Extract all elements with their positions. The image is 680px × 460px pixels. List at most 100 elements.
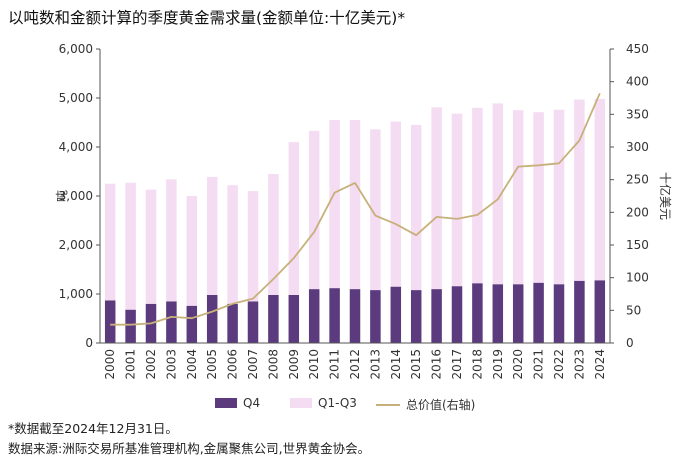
bar-q1q3-2022 (553, 109, 565, 285)
y-tick-label: 3,000 (59, 189, 93, 203)
x-tick-label: 2007 (246, 349, 260, 380)
x-tick-label: 2024 (593, 349, 607, 380)
y2-tick-label: 450 (626, 42, 649, 56)
bar-q1q3-2014 (390, 121, 402, 287)
source-note: 数据来源:洲际交易所基准管理机构,金属聚焦公司,世界黄金协会。 (8, 441, 371, 456)
x-tick-label: 2013 (368, 349, 382, 380)
x-tick-label: 2004 (185, 349, 199, 380)
bar-q1q3-2024 (594, 98, 606, 281)
bar-q1q3-2018 (472, 107, 483, 284)
bar-q1q3-2012 (349, 120, 361, 290)
x-tick-label: 2016 (430, 349, 444, 380)
bar-q1q3-2004 (186, 196, 198, 306)
legend-item-q4: Q4 (215, 396, 260, 410)
y-tick-label: 2,000 (59, 238, 93, 252)
bar-q4-2024 (594, 280, 606, 343)
bar-q1q3-2006 (227, 185, 238, 304)
y2-tick-label: 50 (626, 303, 641, 317)
gold-demand-chart: 0 1,000 2,000 3,000 4,000 5,000 6,000 0 50 100 150… (55, 42, 673, 380)
bar-q4-2015 (410, 290, 422, 343)
bar-q4-2008 (268, 294, 279, 343)
bar-q4-2004 (186, 305, 198, 343)
bar-q1q3-2015 (410, 124, 422, 291)
bar-q1q3-2001 (125, 182, 136, 310)
legend-swatch-q1q3 (290, 398, 312, 408)
axes-layer (96, 48, 614, 344)
y-tick-label: 6,000 (59, 42, 93, 56)
x-tick-label: 2008 (266, 349, 280, 380)
bar-q1q3-2017 (451, 113, 463, 287)
x-tick-label: 2019 (491, 349, 505, 380)
y-tick-label: 1,000 (59, 287, 93, 301)
x-tick-label: 2023 (572, 349, 586, 380)
legend-label-q1q3: Q1-Q3 (318, 396, 357, 410)
bar-q1q3-2000 (104, 183, 116, 301)
bar-q1q3-2019 (492, 103, 504, 285)
bar-q1q3-2021 (533, 112, 544, 283)
bar-q4-2014 (390, 286, 402, 343)
bar-q1q3-2023 (574, 99, 585, 281)
bar-q1q3-2016 (431, 107, 442, 290)
x-tick-label: 2002 (144, 349, 158, 380)
y-axis-label: 吨 (55, 190, 69, 202)
bar-q4-2016 (431, 289, 442, 343)
y-tick-label: 0 (85, 336, 93, 350)
bar-q1q3-2003 (166, 179, 177, 302)
bar-q1q3-2008 (268, 173, 279, 295)
x-tick-label: 2010 (307, 349, 321, 380)
total-value-line (110, 93, 601, 326)
y2-tick-label: 400 (626, 75, 649, 89)
legend-label-total: 总价值(右轴) (406, 398, 476, 412)
bar-q1q3-2020 (512, 110, 524, 285)
y2-tick-label: 250 (626, 173, 649, 187)
bar-q1q3-2007 (247, 191, 259, 302)
y2-tick-label: 350 (626, 107, 649, 121)
bar-q4-2012 (349, 289, 361, 343)
bar-q1q3-2013 (370, 129, 381, 291)
bar-q4-2006 (227, 303, 238, 343)
y-tick-label: 4,000 (59, 140, 93, 154)
legend-item-total: 总价值(右轴) (376, 396, 475, 413)
legend-swatch-q4 (215, 398, 237, 408)
x-tick-label: 2006 (226, 349, 240, 380)
bar-q4-2022 (553, 284, 565, 343)
y2-tick-label: 100 (626, 271, 649, 285)
bar-q4-2023 (574, 280, 585, 343)
y2-axis-label: 十亿美元 (658, 172, 673, 220)
bar-q4-2001 (125, 309, 136, 343)
x-tick-label: 2020 (511, 349, 525, 380)
x-tick-label: 2003 (164, 349, 178, 380)
y-tick-label: 5,000 (59, 91, 93, 105)
legend: Q4 Q1-Q3 总价值(右轴) (0, 396, 680, 416)
bar-q1q3-2005 (206, 176, 218, 295)
x-tick-label: 2014 (389, 349, 403, 380)
x-tick-label: 2021 (532, 349, 546, 380)
bar-q4-2017 (451, 286, 463, 343)
x-tick-label: 2018 (470, 349, 484, 380)
bar-q1q3-2002 (145, 189, 157, 304)
line-layer (110, 93, 601, 326)
legend-swatch-total (376, 403, 400, 406)
y2-tick-label: 300 (626, 140, 649, 154)
legend-label-q4: Q4 (243, 396, 261, 410)
bar-q1q3-2009 (288, 142, 300, 295)
bar-q1q3-2011 (329, 120, 340, 289)
legend-item-q1q3: Q1-Q3 (290, 396, 357, 410)
bar-q4-2005 (206, 294, 218, 343)
x-tick-label: 2009 (287, 349, 301, 380)
footnote: *数据截至2024年12月31日。 (8, 421, 178, 436)
x-tick-label: 2005 (205, 349, 219, 380)
x-tick-label: 2017 (450, 349, 464, 380)
x-tick-label: 2001 (124, 349, 138, 380)
y2-tick-label: 200 (626, 205, 649, 219)
bar-q4-2011 (329, 288, 340, 343)
x-tick-label: 2012 (348, 349, 362, 380)
x-tick-label: 2011 (328, 349, 342, 380)
labels-layer: 0 1,000 2,000 3,000 4,000 5,000 6,000 0 50 100 150… (55, 42, 673, 380)
y2-tick-label: 150 (626, 238, 649, 252)
y2-tick-label: 0 (626, 336, 634, 350)
bar-q4-2013 (370, 290, 381, 343)
bar-q4-2020 (512, 284, 524, 343)
bar-q4-2010 (308, 289, 320, 343)
bar-q4-2021 (533, 282, 544, 343)
